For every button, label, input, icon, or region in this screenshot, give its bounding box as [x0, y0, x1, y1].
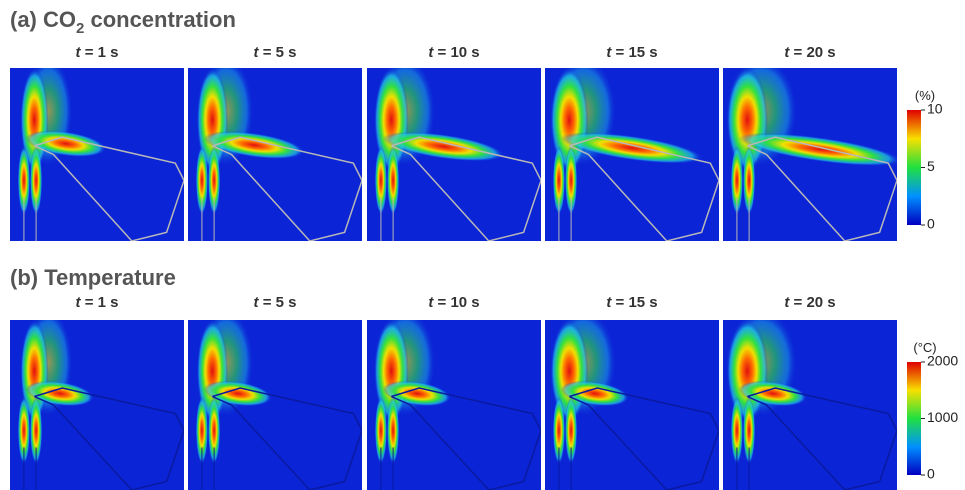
panel-title: (b) Temperature [10, 265, 176, 290]
nozzle-flow [730, 396, 744, 465]
simulation-frame [723, 68, 897, 241]
frame-label: t = 20 s [784, 44, 835, 61]
time-value: = 20 s [794, 44, 836, 61]
furnace-outline [391, 136, 541, 241]
colorbar-tick-label: 0 [927, 216, 935, 232]
field [545, 68, 719, 241]
nozzle-flow [195, 396, 209, 465]
time-variable: t [784, 44, 790, 61]
nozzle-flow [208, 145, 221, 216]
time-variable: t [606, 44, 612, 61]
frame-label: t = 10 s [428, 44, 479, 61]
title-subscript: 2 [76, 20, 84, 37]
nozzle-flow [565, 145, 578, 216]
time-variable: t [428, 44, 434, 61]
furnace-outline [391, 387, 541, 490]
nozzle-flow [374, 396, 388, 465]
time-value: = 15 s [616, 294, 658, 311]
furnace-outline [34, 387, 184, 490]
frame-label: t = 1 s [76, 44, 119, 61]
field [10, 68, 184, 241]
nozzle-flow [30, 145, 43, 216]
frame-label: t = 15 s [606, 44, 657, 61]
colorbar-unit: (%) [915, 88, 935, 103]
colorbar-unit: (°C) [913, 340, 936, 355]
simulation-frame [367, 68, 541, 241]
simulation-frame [188, 68, 362, 241]
field [723, 68, 897, 241]
nozzle-flow [565, 396, 578, 465]
simulation-frame [10, 320, 184, 490]
time-value: = 20 s [794, 294, 836, 311]
furnace-outline [34, 136, 184, 241]
time-variable: t [76, 44, 82, 61]
time-value: = 5 s [263, 294, 297, 311]
nozzle-flow [730, 145, 744, 216]
time-variable: t [76, 294, 82, 311]
field [188, 68, 362, 241]
field [188, 320, 362, 490]
time-variable: t [606, 294, 612, 311]
time-value: = 1 s [85, 294, 119, 311]
nozzle-flow [30, 396, 43, 465]
furnace-outline [747, 136, 897, 241]
field [10, 320, 184, 490]
frame-label: t = 1 s [76, 294, 119, 311]
colorbar-tick-label: 1000 [927, 409, 958, 425]
colorbar [907, 110, 921, 225]
frame-label: t = 5 s [254, 294, 297, 311]
nozzle-flow [552, 396, 566, 465]
jet [738, 132, 897, 167]
furnace-outline [747, 387, 897, 490]
jet [203, 131, 305, 160]
field [545, 320, 719, 490]
furnace-outline [569, 387, 719, 490]
time-value: = 15 s [616, 44, 658, 61]
title-text: (a) CO [10, 7, 76, 32]
frame-label: t = 10 s [428, 294, 479, 311]
time-value: = 1 s [85, 44, 119, 61]
panel-title: (a) CO2 concentration [10, 7, 236, 37]
field [723, 320, 897, 490]
time-variable: t [428, 294, 434, 311]
simulation-frame [545, 320, 719, 490]
frame-label: t = 15 s [606, 294, 657, 311]
nozzle-flow [17, 145, 31, 216]
colorbar-tick-label: 0 [927, 466, 935, 482]
colorbar-tick-label: 2000 [927, 353, 958, 369]
furnace-outline [569, 136, 719, 241]
frame-label: t = 20 s [784, 294, 835, 311]
furnace-outline [212, 387, 362, 490]
simulation-frame [10, 68, 184, 241]
time-variable: t [254, 44, 260, 61]
jet [560, 132, 703, 164]
colorbar-tick-label: 5 [927, 158, 935, 174]
nozzle-flow [743, 396, 756, 465]
nozzle-flow [387, 145, 400, 216]
nozzle-flow [552, 145, 566, 216]
colorbar [907, 362, 921, 475]
nozzle-flow [208, 396, 221, 465]
time-variable: t [254, 294, 260, 311]
nozzle-flow [387, 396, 400, 465]
time-value: = 10 s [438, 294, 480, 311]
simulation-frame [545, 68, 719, 241]
field [367, 320, 541, 490]
nozzle-flow [195, 145, 209, 216]
nozzle-flow [374, 145, 388, 216]
simulation-frame [723, 320, 897, 490]
colorbar-tick-label: 10 [927, 101, 943, 117]
nozzle-flow [17, 396, 31, 465]
simulation-frame [188, 320, 362, 490]
time-variable: t [784, 294, 790, 311]
frame-label: t = 5 s [254, 44, 297, 61]
field [367, 68, 541, 241]
time-value: = 5 s [263, 44, 297, 61]
nozzle-flow [743, 145, 756, 216]
title-text: concentration [84, 7, 236, 32]
time-value: = 10 s [438, 44, 480, 61]
simulation-frame [367, 320, 541, 490]
furnace-outline [212, 136, 362, 241]
